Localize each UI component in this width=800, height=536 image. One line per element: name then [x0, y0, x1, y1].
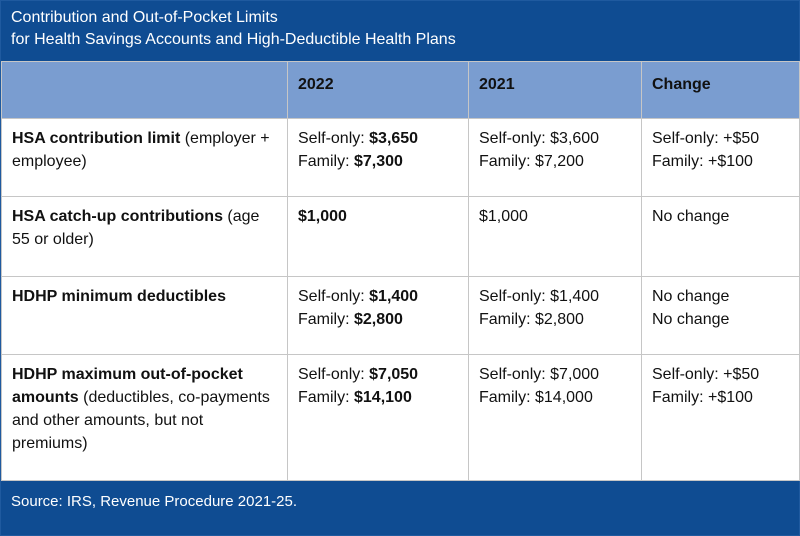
cell-change: Self-only: +$50 Family: +$100	[641, 118, 800, 197]
row-label-bold: HSA catch-up contributions	[12, 208, 223, 225]
row-label-detail: (deductibles, co-payments and other amou…	[12, 389, 270, 452]
cell-line: Family: +$100	[652, 389, 753, 406]
line-value: $1,000	[298, 208, 347, 225]
line-value: $2,800	[354, 311, 403, 328]
cell-line: Self-only: $3,600	[479, 130, 600, 147]
cell-2021: Self-only: $3,600 Family: $7,200	[468, 118, 642, 197]
cell-line: Self-only: $7,000	[479, 366, 600, 383]
header-cell-label	[1, 61, 288, 119]
table-row: HSA catch-up contributions (age 55 or ol…	[1, 196, 800, 277]
cell-line: $1,000	[479, 208, 528, 225]
line-prefix: Family:	[298, 153, 354, 170]
cell-line: No change	[652, 311, 730, 328]
limits-table: 2022 2021 Change HSA contribution limit …	[1, 61, 800, 481]
cell-2022: Self-only: $3,650 Family: $7,300	[287, 118, 469, 197]
row-label: HDHP minimum deductibles	[1, 276, 288, 355]
cell-line: Self-only: $1,400	[479, 288, 600, 305]
cell-line: Family: $7,200	[479, 153, 584, 170]
source-note: Source: IRS, Revenue Procedure 2021-25.	[11, 493, 298, 510]
header-cell-change: Change	[641, 61, 800, 119]
line-prefix: Family:	[298, 389, 354, 406]
title-line-2: for Health Savings Accounts and High-Ded…	[11, 31, 456, 48]
line-value: $7,050	[369, 366, 419, 383]
cell-change: Self-only: +$50 Family: +$100	[641, 354, 800, 481]
line-prefix: Self-only:	[298, 130, 370, 147]
cell-line: Family: $2,800	[298, 308, 458, 331]
cell-line: Family: $7,300	[298, 150, 458, 173]
cell-2022: Self-only: $7,050 Family: $14,100	[287, 354, 469, 481]
cell-line: Self-only: $3,650	[298, 127, 458, 150]
cell-line: No change	[652, 208, 730, 225]
cell-2022: $1,000	[287, 196, 469, 277]
cell-line: $1,000	[298, 205, 458, 228]
cell-line: Family: +$100	[652, 153, 753, 170]
line-value: $14,100	[354, 389, 412, 406]
header-cell-2022: 2022	[287, 61, 469, 119]
row-label-bold: HSA contribution limit	[12, 130, 181, 147]
table-row: HSA contribution limit (employer + emplo…	[1, 118, 800, 197]
cell-line: Self-only: $7,050	[298, 363, 458, 386]
cell-2021: $1,000	[468, 196, 642, 277]
cell-line: Family: $2,800	[479, 311, 584, 328]
cell-2021: Self-only: $1,400 Family: $2,800	[468, 276, 642, 355]
line-prefix: Family:	[298, 311, 354, 328]
cell-line: Family: $14,000	[479, 389, 593, 406]
line-prefix: Self-only:	[298, 366, 370, 383]
cell-line: Self-only: +$50	[652, 130, 760, 147]
row-label: HSA contribution limit (employer + emplo…	[1, 118, 288, 197]
row-label: HSA catch-up contributions (age 55 or ol…	[1, 196, 288, 277]
row-label-detail: (employer + employee)	[12, 130, 270, 170]
source-footer: Source: IRS, Revenue Procedure 2021-25.	[1, 481, 799, 535]
cell-line: Self-only: +$50	[652, 366, 760, 383]
cell-2021: Self-only: $7,000 Family: $14,000	[468, 354, 642, 481]
table-title: Contribution and Out-of-Pocket Limits fo…	[1, 1, 799, 61]
table-row: HDHP minimum deductibles Self-only: $1,4…	[1, 276, 800, 355]
title-line-1: Contribution and Out-of-Pocket Limits	[11, 9, 278, 26]
cell-line: Family: $14,100	[298, 386, 458, 409]
line-value: $3,650	[369, 130, 419, 147]
cell-line: Self-only: $1,400	[298, 285, 458, 308]
line-prefix: Self-only:	[298, 288, 370, 305]
row-label: HDHP maximum out-of-pocket amounts (dedu…	[1, 354, 288, 481]
row-label-detail: (age 55 or older)	[12, 208, 260, 248]
line-value: $1,400	[369, 288, 419, 305]
header-row: 2022 2021 Change	[1, 61, 800, 119]
table-row: HDHP maximum out-of-pocket amounts (dedu…	[1, 354, 800, 481]
cell-2022: Self-only: $1,400 Family: $2,800	[287, 276, 469, 355]
cell-change: No change No change	[641, 276, 800, 355]
cell-line: No change	[652, 288, 730, 305]
cell-change: No change	[641, 196, 800, 277]
header-cell-2021: 2021	[468, 61, 642, 119]
row-label-bold: HDHP maximum out-of-pocket amounts	[12, 366, 243, 406]
row-label-bold: HDHP minimum deductibles	[12, 288, 226, 305]
line-value: $7,300	[354, 153, 403, 170]
